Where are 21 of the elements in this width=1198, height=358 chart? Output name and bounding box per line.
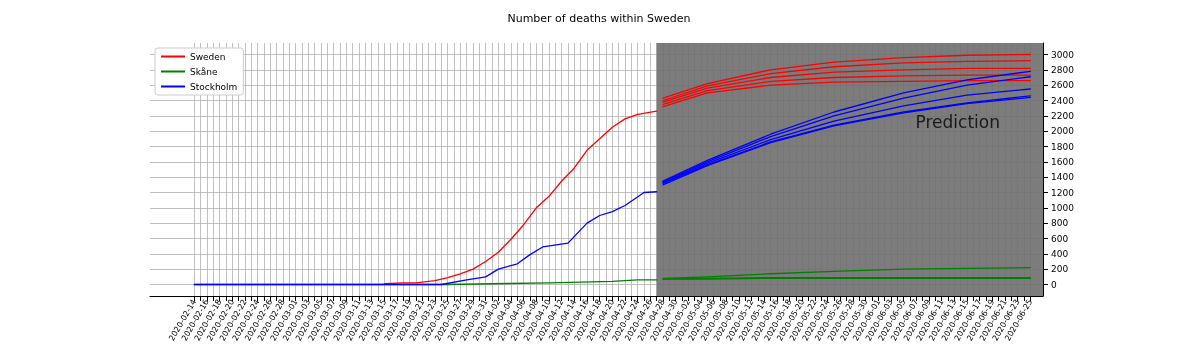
y-tick-label: 400 [1051,248,1069,259]
y-tick-label: 1600 [1051,156,1075,167]
y-tick-label: 600 [1051,233,1069,244]
y-tick-label: 2400 [1051,95,1075,106]
y-tick-label: 3000 [1051,49,1075,60]
y-tick-label: 2000 [1051,126,1075,137]
legend-label: Sweden [190,51,226,62]
band-label: Prediction [915,112,1000,133]
y-tick-label: 1800 [1051,141,1075,152]
y-tick-label: 2800 [1051,64,1075,75]
y-tick-label: 2200 [1051,110,1075,121]
y-tick-label: 1000 [1051,202,1075,213]
y-tick-label: 1200 [1051,187,1075,198]
y-tick-label: 800 [1051,218,1069,229]
legend-label: Skåne [190,66,218,77]
y-tick-label: 0 [1051,279,1057,290]
legend-label: Stockholm [190,81,238,92]
chart-title: Number of deaths within Sweden [507,12,691,25]
y-tick-label: 1400 [1051,172,1075,183]
y-tick-label: 2600 [1051,80,1075,91]
y-tick-label: 200 [1051,264,1069,275]
